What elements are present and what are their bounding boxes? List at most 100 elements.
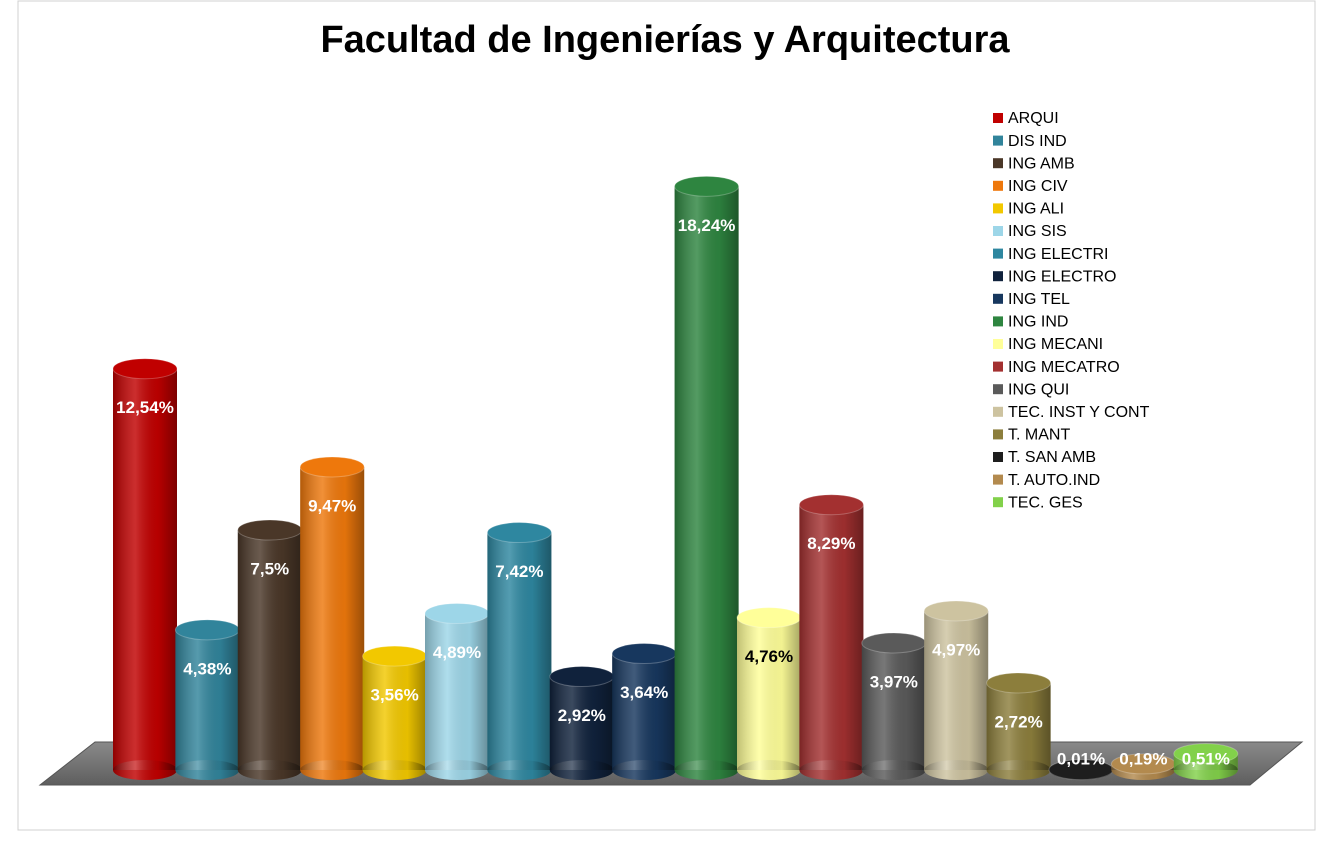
legend-swatch — [993, 361, 1003, 372]
chart-title: Facultad de Ingenierías y Arquitectura — [320, 19, 1010, 61]
legend-swatch — [993, 497, 1003, 508]
value-label: 7,5% — [250, 559, 289, 578]
bar-bottom-shade — [175, 760, 240, 780]
bar-bottom-shade — [113, 760, 177, 780]
bar-top — [1173, 743, 1239, 765]
legend-label: ARQUI — [1008, 110, 1059, 127]
bar-bottom-shade — [425, 760, 489, 780]
bar-top — [923, 600, 989, 622]
value-label: 3,64% — [620, 683, 668, 702]
bar-group — [1110, 753, 1176, 780]
bar-group — [674, 175, 740, 780]
bar-bottom-shade — [612, 760, 677, 780]
bar-group — [923, 600, 989, 780]
legend-label: ING ELECTRI — [1008, 246, 1108, 263]
bar-group — [112, 358, 178, 780]
bar-top — [861, 632, 927, 654]
bar-group — [736, 607, 802, 780]
legend-label: ING MECATRO — [1008, 359, 1120, 376]
bar-bottom-shade — [737, 760, 801, 780]
bar-group — [424, 603, 490, 780]
bar-group — [174, 619, 240, 780]
legend-swatch — [993, 203, 1003, 214]
bar-top — [362, 645, 428, 667]
legend-swatch — [993, 429, 1003, 440]
legend-swatch — [993, 474, 1003, 485]
bar-bottom-shade — [799, 760, 864, 780]
legend-swatch — [993, 135, 1003, 146]
bar-bottom-shade — [487, 760, 552, 780]
legend-swatch — [993, 316, 1003, 327]
bar-bottom-shade — [674, 760, 739, 780]
bar-group — [362, 645, 428, 780]
legend-swatch — [993, 226, 1003, 236]
legend-swatch — [993, 384, 1003, 395]
bar-top — [986, 672, 1052, 694]
bar-shade — [612, 653, 677, 770]
value-label: 2,92% — [558, 706, 606, 725]
value-label: 4,76% — [745, 647, 793, 666]
bar-group — [986, 672, 1052, 780]
bar-group — [1173, 743, 1239, 780]
value-label: 8,29% — [807, 534, 855, 553]
bar-bottom-shade — [300, 760, 365, 780]
bar-top — [299, 456, 365, 478]
bar-shade — [362, 656, 427, 770]
bar-shade — [300, 466, 365, 770]
bar-top — [424, 603, 490, 625]
bar-group — [237, 519, 303, 780]
bar-group — [861, 632, 927, 780]
bar-group — [611, 643, 677, 780]
bar-bottom-shade — [362, 760, 427, 780]
value-label: 18,24% — [678, 216, 736, 235]
value-label: 0,19% — [1119, 749, 1167, 768]
bar-top — [736, 607, 802, 629]
legend-label: ING ALI — [1008, 201, 1064, 218]
legend-label: ING CIV — [1008, 178, 1068, 195]
bar-group — [486, 522, 552, 780]
bar-shade — [549, 676, 614, 770]
legend-label: ING IND — [1008, 314, 1068, 331]
legend-swatch — [993, 271, 1003, 282]
legend-label: T. AUTO.IND — [1008, 472, 1100, 489]
value-label: 12,54% — [116, 398, 174, 417]
bar-bottom-shade — [861, 760, 926, 780]
legend-label: ING MECANI — [1008, 336, 1103, 353]
bar-group — [798, 494, 864, 780]
value-label: 7,42% — [495, 562, 543, 581]
bar-shade — [113, 368, 177, 770]
bar-top — [112, 358, 178, 380]
bar-top — [174, 619, 240, 641]
value-label: 3,97% — [870, 672, 918, 691]
bar-shade — [737, 617, 801, 770]
bar-shade — [425, 613, 489, 770]
bar-shade — [487, 532, 552, 770]
bar-group — [1048, 759, 1114, 781]
legend-label: TEC. GES — [1008, 494, 1083, 511]
bar-top — [798, 494, 864, 516]
bar-shade — [924, 610, 989, 770]
value-label: 0,51% — [1182, 749, 1230, 768]
bar-shade — [175, 629, 240, 770]
legend-swatch — [993, 452, 1003, 462]
value-label: 2,72% — [994, 712, 1042, 731]
legend-label: TEC. INST Y CONT — [1008, 404, 1150, 421]
value-label: 3,56% — [370, 686, 418, 705]
legend-swatch — [993, 180, 1003, 191]
bar-shade — [799, 504, 864, 770]
bar-top — [486, 522, 552, 544]
legend-label: DIS IND — [1008, 133, 1067, 150]
bar-bottom-shade — [986, 760, 1051, 780]
bar-shade — [237, 530, 302, 770]
legend-label: ING SIS — [1008, 223, 1067, 240]
value-label: 4,38% — [183, 659, 231, 678]
bar-top — [674, 175, 740, 197]
legend-label: T. MANT — [1008, 427, 1070, 444]
value-label: 9,47% — [308, 496, 356, 515]
bar-top — [237, 519, 303, 541]
legend-swatch — [993, 248, 1003, 259]
legend-label: ING ELECTRO — [1008, 268, 1116, 285]
value-label: 4,89% — [433, 643, 481, 662]
bar-top — [549, 666, 615, 688]
